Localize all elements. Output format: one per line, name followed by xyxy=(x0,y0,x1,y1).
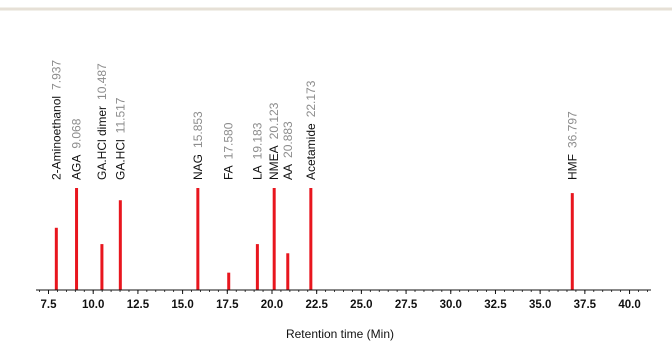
x-axis-tick-label: 40.0 xyxy=(618,299,640,311)
x-axis-tick-label: 27.5 xyxy=(395,299,418,311)
x-axis-tick-label: 10.0 xyxy=(82,299,104,311)
peak-retention-time: 10.487 xyxy=(95,63,109,100)
peak-label: FA 17.580 xyxy=(222,122,236,180)
peak-name: GA.HCl xyxy=(113,139,127,180)
peak-name: AGA xyxy=(70,155,84,180)
peak-name: NMEA xyxy=(267,145,281,180)
peak-label: GA.HCl dimer 10.487 xyxy=(95,63,109,180)
peak-bar-ga-hcl xyxy=(118,200,122,290)
peak-retention-time: 20.883 xyxy=(281,121,295,158)
x-axis: 7.5 10.0 12.5 15.0 17.5 20.0 22.5 25.0 27.5 30.0 3… xyxy=(36,289,651,311)
x-axis-tick-label: 37.5 xyxy=(574,299,597,311)
peak-name: AA xyxy=(281,164,295,180)
peak-name: NAG xyxy=(191,154,205,180)
peak-label: HMF 36.797 xyxy=(565,111,579,180)
peak-retention-time: 11.517 xyxy=(113,97,127,133)
peak-name: HMF xyxy=(565,154,579,180)
peak-labels-layer: 2-Aminoethanol 7.937 AGA 9.068 GA.HCl dimer 1… xyxy=(49,60,579,180)
peak-label: 2-Aminoethanol 7.937 xyxy=(49,60,63,180)
x-axis-label: Retention time (Min) xyxy=(286,327,394,341)
peak-retention-time: 15.853 xyxy=(191,111,205,148)
x-axis-tick-label: 35.0 xyxy=(529,299,551,311)
x-axis-tick-label: 20.0 xyxy=(261,299,283,311)
x-axis-tick-label: 17.5 xyxy=(216,299,239,311)
peak-bar-hmf xyxy=(570,193,574,290)
x-axis-tick-label: 32.5 xyxy=(484,299,507,311)
peak-name: Acetamide xyxy=(304,123,318,180)
peak-bar-2-aminoethanol xyxy=(54,227,58,290)
peak-label: LA 19.183 xyxy=(250,122,264,180)
x-axis-tick-label: 25.0 xyxy=(350,299,372,311)
peak-label: NAG 15.853 xyxy=(191,111,205,180)
peak-retention-time: 22.173 xyxy=(304,80,318,117)
peak-name: 2-Aminoethanol xyxy=(49,96,63,180)
x-axis-tick-label: 22.5 xyxy=(305,299,328,311)
x-axis-ticks: 7.5 10.0 12.5 15.0 17.5 20.0 22.5 25.0 27.5 30.0 3… xyxy=(39,290,648,311)
peak-bar-nag xyxy=(196,188,200,290)
peak-retention-time: 9.068 xyxy=(70,118,84,148)
peak-name: FA xyxy=(222,165,236,180)
peak-bar-la xyxy=(255,244,259,290)
peak-bar-aa xyxy=(286,253,290,290)
peak-label: NMEA 20.123 xyxy=(267,102,281,180)
peak-name: GA.HCl dimer xyxy=(95,106,109,180)
peak-label: GA.HCl 11.517 xyxy=(113,97,127,180)
peaks-layer xyxy=(54,188,574,290)
peak-retention-time: 36.797 xyxy=(565,111,579,148)
peak-retention-time: 20.123 xyxy=(267,102,281,139)
x-axis-tick-label: 12.5 xyxy=(127,299,150,311)
x-axis-tick-label: 30.0 xyxy=(440,299,462,311)
peak-name: LA xyxy=(250,165,264,180)
peak-bar-acetamide xyxy=(309,188,313,290)
peak-label: AGA 9.068 xyxy=(70,118,84,180)
peak-retention-time: 17.580 xyxy=(222,122,236,159)
peak-label: Acetamide 22.173 xyxy=(304,80,318,180)
peak-retention-time: 19.183 xyxy=(250,122,264,159)
peak-bar-fa xyxy=(227,272,231,290)
peak-bar-aga xyxy=(75,188,79,290)
peak-bar-ga-hcl-dimer xyxy=(100,244,104,290)
x-axis-tick-label: 7.5 xyxy=(41,299,58,311)
peak-retention-time: 7.937 xyxy=(49,60,63,90)
x-axis-tick-label: 15.0 xyxy=(171,299,193,311)
peak-label: AA 20.883 xyxy=(281,121,295,180)
peak-bar-nmea xyxy=(272,188,276,290)
